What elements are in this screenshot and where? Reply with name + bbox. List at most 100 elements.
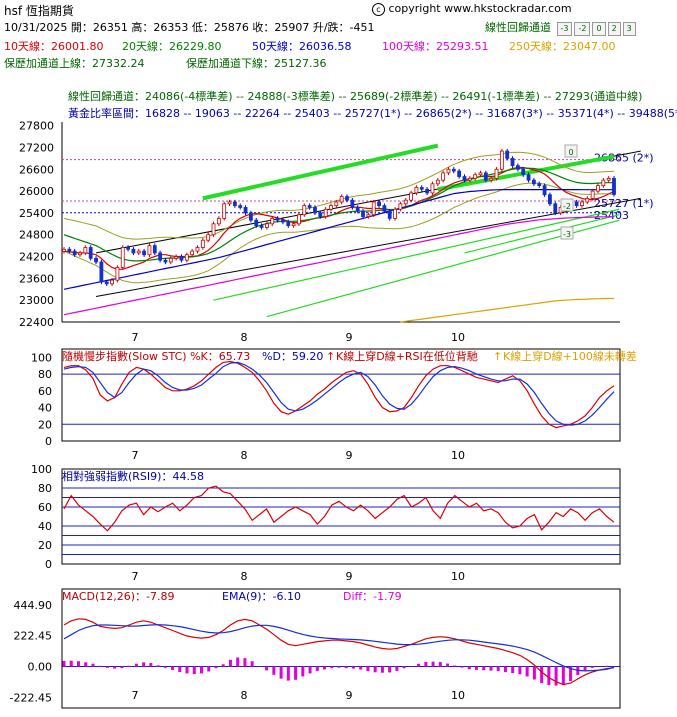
diff-bar	[467, 666, 471, 670]
price-ytick: 22400	[19, 316, 54, 329]
rsi-xtick: 8	[241, 570, 248, 583]
candle-body	[606, 177, 611, 181]
diff-bar	[547, 666, 551, 686]
ytick: 100	[31, 463, 52, 476]
ytick: 20	[38, 418, 52, 431]
candle-body	[232, 201, 237, 207]
ytick: 60	[38, 385, 52, 398]
copyright-text: copyright www.hkstockradar.com	[388, 2, 572, 15]
golden-level-label: 26865 (2*)	[594, 152, 654, 165]
stc-xtick: 9	[346, 449, 353, 462]
candle-body	[184, 254, 189, 261]
candle-body	[67, 248, 72, 252]
diff-bar	[243, 658, 247, 667]
diff-bar	[518, 666, 522, 675]
header-title: hsf 恆指期貨	[4, 2, 74, 19]
series-line-0	[63, 485, 615, 532]
candle-body	[366, 214, 371, 217]
candle-body	[307, 205, 312, 208]
candle-body	[553, 203, 558, 214]
macd-xtick: 9	[346, 689, 353, 702]
ma-line-1	[63, 167, 614, 262]
candle-body	[323, 208, 328, 217]
candle-body	[179, 256, 184, 261]
diff-bar	[532, 666, 536, 680]
diff-bar	[308, 666, 312, 674]
channel-button-4[interactable]: 3	[622, 22, 636, 36]
candle-body	[425, 188, 430, 194]
price-xtick: 7	[132, 331, 139, 344]
diff-bar	[265, 666, 269, 671]
ytick: 444.90	[14, 599, 53, 612]
candle-body	[574, 201, 579, 207]
candle-body	[270, 217, 275, 225]
channel-button-2[interactable]: 0	[592, 22, 606, 36]
candle-body	[467, 177, 472, 181]
diff-bar	[105, 666, 109, 668]
bollinger-upper	[63, 151, 615, 240]
diff-bar	[395, 666, 399, 671]
candle-body	[580, 201, 584, 207]
ytick: 80	[38, 482, 52, 495]
ma-line-2	[63, 189, 614, 290]
candle-body	[254, 219, 259, 227]
candle-body	[532, 179, 536, 185]
candle-body	[115, 267, 120, 281]
candle-body	[104, 281, 109, 285]
price-chart: 線性回歸通道：24086(-4標準差) -- 24888(-3標準差) -- 2…	[19, 89, 677, 344]
ytick: 100	[31, 351, 52, 364]
diff-bar	[554, 666, 558, 686]
ytick: 40	[38, 402, 52, 415]
diff-bar	[315, 666, 319, 671]
channel-button-1[interactable]: -2	[574, 22, 591, 36]
price-ytick: 24200	[19, 251, 54, 264]
candle-body	[88, 247, 93, 259]
channel-button-0[interactable]: -3	[556, 22, 573, 36]
diff-bar	[69, 660, 73, 667]
macd-chart: 444.90 222.45 0.00 -222.45 MACD(12,26)：-7.89…	[10, 588, 621, 709]
diff-bar	[380, 666, 384, 673]
candle-body	[302, 205, 307, 216]
diff-bar	[388, 666, 392, 673]
diff-bar	[337, 666, 341, 668]
candle-body	[163, 259, 168, 263]
candle-body	[265, 223, 269, 228]
channel-marker-text: -2	[563, 202, 571, 211]
candle-body	[393, 208, 397, 219]
channel-button-3[interactable]: 2	[607, 22, 621, 36]
candle-body	[612, 177, 616, 195]
candle-body	[462, 176, 467, 181]
diff-bar	[207, 666, 211, 672]
diff-bar	[496, 666, 500, 672]
guard-upper: 保歷加通道上線：27332.24	[4, 57, 145, 70]
channel-marker-text: 0	[568, 148, 573, 157]
quote-line: 10/31/2025 開：26351 高：26353 低：25876 收：259…	[4, 21, 375, 34]
candle-body	[147, 245, 152, 256]
diff-bar	[503, 666, 507, 673]
candle-body	[542, 185, 547, 196]
svg-stc-frame	[61, 348, 621, 442]
candle-body	[361, 210, 365, 217]
candle-body	[152, 245, 157, 254]
diff-label: Diff：-1.79	[343, 590, 402, 603]
price-ytick: 26600	[19, 163, 54, 176]
diff-bar	[221, 664, 225, 667]
stc-chart: 100 80 60 40 20 0 隨機慢步指數(Slow STC) %K：65.73 %D：…	[31, 348, 637, 462]
series-line-0	[63, 618, 615, 686]
candle-body	[499, 150, 504, 170]
candle-body	[206, 234, 211, 241]
ytick: -222.45	[10, 691, 52, 704]
diff-bar	[214, 666, 218, 669]
price-ytick: 24800	[19, 229, 54, 242]
candle-body	[473, 174, 478, 179]
diff-bar	[373, 666, 377, 673]
diff-bar	[163, 666, 167, 668]
diff-bar	[228, 659, 232, 667]
diff-bar	[489, 666, 493, 671]
diff-bar	[590, 666, 594, 668]
ema-label: EMA(9)：-6.10	[222, 590, 301, 603]
copyright: c copyright www.hkstockradar.com	[372, 2, 572, 16]
macd-xtick: 7	[132, 689, 139, 702]
golden-level-label: 25727 (1*)	[594, 197, 654, 210]
candle-body	[457, 170, 462, 177]
